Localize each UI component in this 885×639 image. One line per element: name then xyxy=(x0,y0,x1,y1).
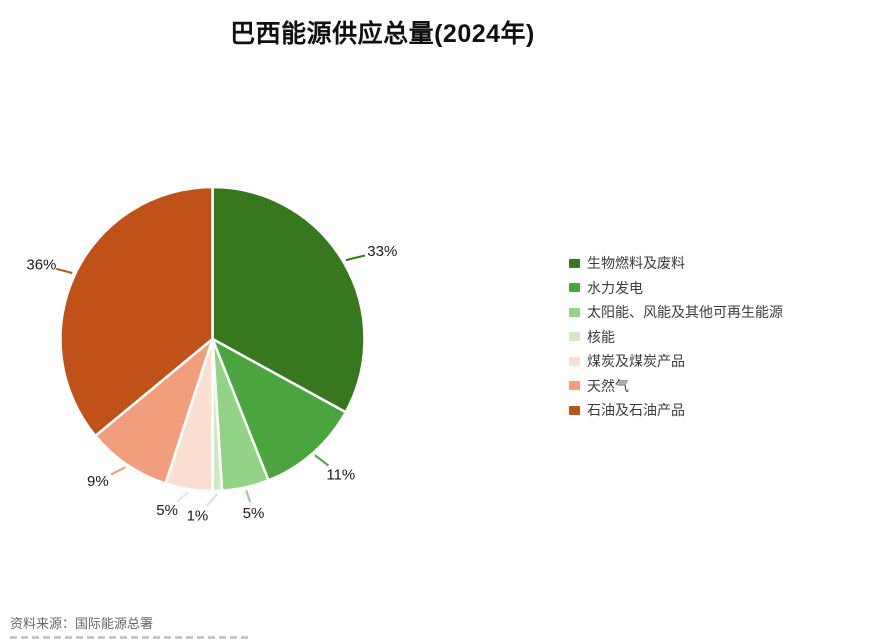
label-leader-line-3 xyxy=(206,493,219,507)
slice-percent-label-5: 9% xyxy=(87,473,109,490)
legend-label: 煤炭及煤炭产品 xyxy=(587,353,685,370)
legend-swatch-icon xyxy=(569,405,580,415)
legend-label: 天然气 xyxy=(587,377,629,394)
slice-percent-label-3: 1% xyxy=(187,507,209,524)
legend-swatch-icon xyxy=(569,381,580,391)
legend-item-solar-wind[interactable]: 太阳能、风能及其他可再生能源 xyxy=(569,300,783,325)
legend-item-hydro[interactable]: 水力发电 xyxy=(569,276,783,301)
pie-slice-0[interactable] xyxy=(211,185,366,414)
label-leader-line-2 xyxy=(245,489,252,503)
label-leader-line-5 xyxy=(110,466,126,476)
slice-percent-label-0: 33% xyxy=(367,243,397,260)
legend-item-oil[interactable]: 石油及石油产品 xyxy=(569,398,783,423)
chart-title: 巴西能源供应总量(2024年) xyxy=(230,20,535,48)
slice-percent-label-2: 5% xyxy=(243,505,265,522)
clipped-text-line xyxy=(10,636,250,639)
legend-swatch-icon xyxy=(569,283,580,293)
slice-percent-label-6: 36% xyxy=(26,256,56,273)
legend-item-natural-gas[interactable]: 天然气 xyxy=(569,374,783,399)
legend-item-coal[interactable]: 煤炭及煤炭产品 xyxy=(569,349,783,374)
legend-item-nuclear[interactable]: 核能 xyxy=(569,325,783,350)
slice-percent-label-1: 11% xyxy=(326,467,355,484)
pie-slice-1[interactable] xyxy=(211,337,347,482)
pie-slice-5[interactable] xyxy=(94,337,214,485)
legend-label: 生物燃料及废料 xyxy=(587,255,685,272)
legend-swatch-icon xyxy=(569,356,580,366)
source-note: 资料来源：国际能源总署 xyxy=(10,616,154,631)
legend-swatch-icon xyxy=(569,307,580,317)
pie-slice-6[interactable] xyxy=(59,185,214,438)
label-leader-line-4 xyxy=(176,491,189,503)
chart-legend: 生物燃料及废料 水力发电 太阳能、风能及其他可再生能源 核能 煤炭及煤炭产品 天… xyxy=(569,251,783,423)
legend-label: 太阳能、风能及其他可再生能源 xyxy=(587,304,783,321)
legend-label: 石油及石油产品 xyxy=(587,402,685,419)
label-leader-line-1 xyxy=(314,454,330,467)
legend-label: 水力发电 xyxy=(587,279,643,296)
label-leader-line-6 xyxy=(55,267,73,274)
slice-percent-label-4: 5% xyxy=(156,502,178,519)
legend-swatch-icon xyxy=(569,258,580,268)
label-leader-line-0 xyxy=(345,254,366,262)
legend-item-biofuels[interactable]: 生物燃料及废料 xyxy=(569,251,783,276)
legend-swatch-icon xyxy=(569,332,580,342)
legend-label: 核能 xyxy=(587,328,615,345)
